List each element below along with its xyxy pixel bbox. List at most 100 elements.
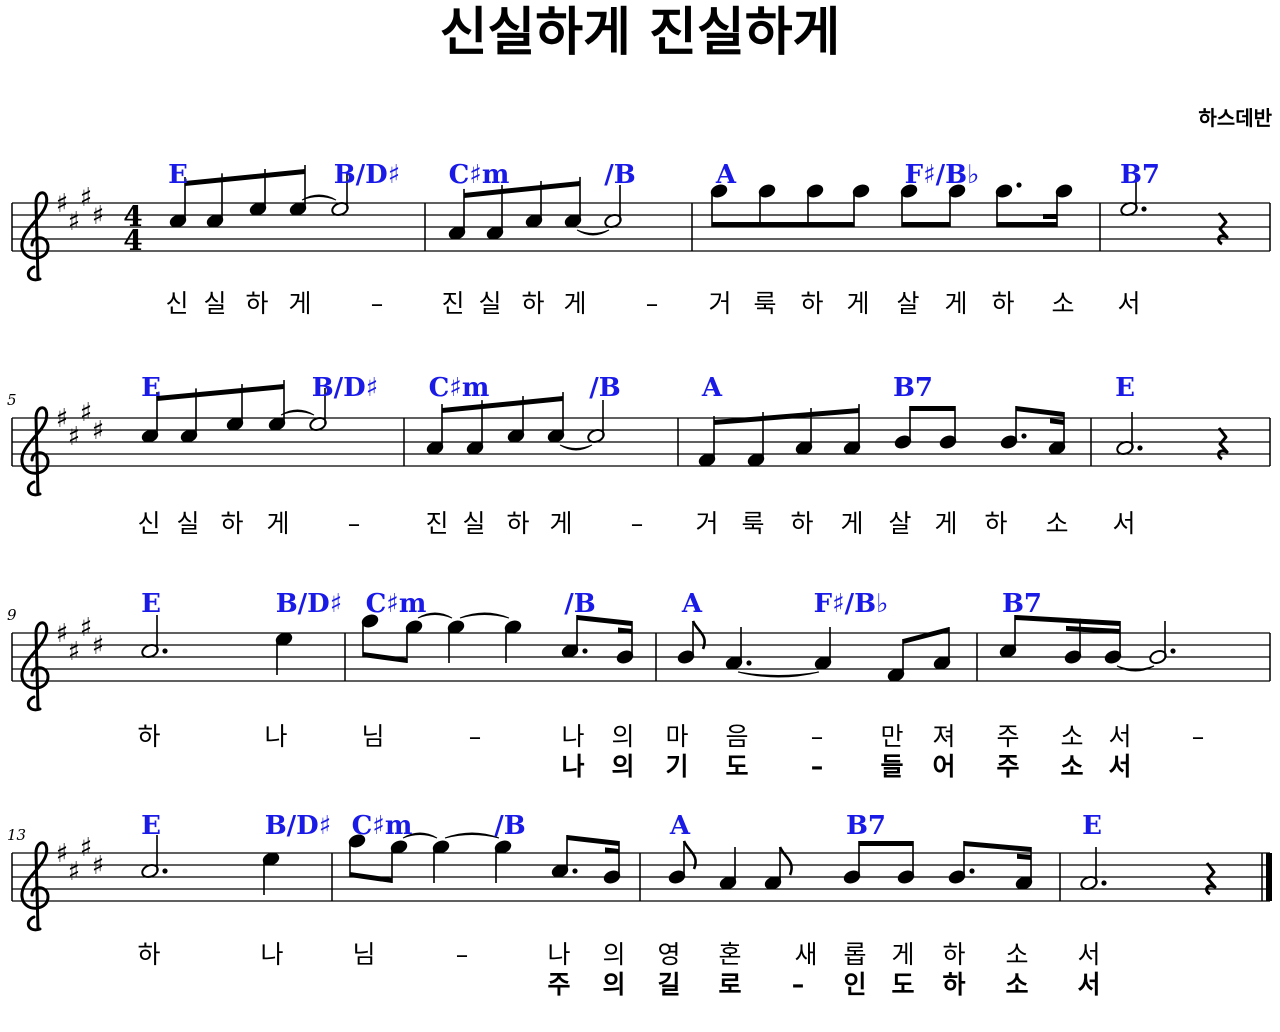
lyric-syllable: 져 [932,722,955,751]
lyric-syllable-verse2: 의 [611,752,634,781]
chord-symbol: C♯m [366,589,427,619]
lyric-syllable: – [469,722,482,751]
treble-clef-icon [20,841,50,932]
note-beam [1015,615,1120,626]
sixteenth-beam [605,847,619,854]
lyric-syllable: 서 [1108,722,1131,751]
lyric-syllable: 소 [1051,289,1074,318]
augmentation-dot [1101,880,1107,886]
chord-symbol: B7 [846,811,886,841]
lyric-syllable: 나 [547,940,570,969]
lyric-syllable: 하 [942,940,965,969]
lyric-syllable-verse2: 의 [602,970,625,999]
measure-number: 13 [7,826,26,844]
note-beam [997,222,1057,227]
measure-number: 5 [7,391,17,409]
sixteenth-beam [1017,853,1031,860]
augmentation-dot [969,868,975,874]
chord-symbol: B7 [893,373,933,403]
lyric-syllable-verse2: 소 [1060,752,1083,781]
note-beam [350,872,392,883]
lyric-syllable: 소 [1060,722,1083,751]
key-signature-sharp: ♯ [56,619,69,649]
lyric-syllable: 님 [361,722,384,751]
lyric-syllable: 게 [549,509,572,538]
chord-symbol: A [669,811,691,841]
lyric-syllable: 게 [934,509,957,538]
time-signature-top: 4 [123,200,142,233]
key-signature-sharp: ♯ [68,857,81,887]
chord-symbol: /B [494,811,525,841]
quarter-rest-icon [1205,862,1217,896]
lyric-syllable-verse2: 서 [1108,752,1131,781]
lyric-syllable: 하 [137,940,160,969]
note-beam [910,406,955,411]
sixteenth-beam [1066,625,1080,632]
chord-symbol: E [141,373,161,403]
chord-symbol: B7 [1002,589,1042,619]
lyric-syllable-verse2: 소 [1005,970,1028,999]
lyric-syllable: 마 [665,722,688,751]
lyric-syllable: – [646,289,659,318]
lyric-syllable-verse2: 인 [843,970,866,999]
lyric-syllable: 살 [888,509,911,538]
chord-symbol: E [168,160,188,190]
lyric-syllable: 주 [996,722,1019,751]
key-signature-sharp: ♯ [80,613,93,643]
chord-symbol: /B [564,589,595,619]
note-beam [464,180,580,198]
chord-symbol: A [715,160,737,190]
chord-symbol: B/D♯ [334,160,401,190]
eighth-flag-icon [691,620,706,650]
lyric-syllable: 실 [203,289,226,318]
chord-symbol: E [1082,811,1102,841]
time-signature-bottom: 4 [123,224,142,257]
chord-symbol: B/D♯ [276,589,343,619]
chord-symbol: E [141,811,161,841]
tie [280,409,315,416]
lyric-syllable-verse2: 길 [657,970,680,999]
song-title: 신실하게 진실하게 [440,3,841,63]
lyric-syllable: 게 [288,289,311,318]
lyric-syllable: 룩 [741,509,764,538]
lyric-syllable: 만 [880,722,903,751]
note-beam [442,396,563,414]
lyric-syllable: 나 [260,940,283,969]
chord-symbol: B7 [1120,160,1160,190]
lyric-syllable: 혼 [718,940,741,969]
music-system: ♯♯♯♯13 E B/D♯ C♯m/B A B7 E하 나 님 – 나 의 영 혼 새 롭 게 하 소 서주 의 길 로 – 인… [7,811,1272,999]
staff [11,417,1270,467]
sixteenth-beam [1080,626,1120,634]
lyric-syllable: 영 [657,940,680,969]
lyric-syllable: 진 [425,509,448,538]
augmentation-dot [572,868,578,874]
lyric-syllable-verse2: – [811,752,824,781]
lyric-syllable: 서 [1077,940,1100,969]
music-system: ♯♯♯♯ 44E B/D♯ C♯m/B A F♯/B♭ B7신 실 하 게 – 진 실 하 게 – 거 룩 하 게 살 게… [11,160,1271,318]
key-signature-sharp: ♯ [80,183,93,213]
tie [444,832,500,839]
augmentation-dot [162,648,168,654]
augmentation-dot [1016,182,1022,188]
lyric-syllable-verse2: 들 [880,752,903,781]
key-signature-sharp: ♯ [80,833,93,863]
lyric-syllable: 하 [137,722,160,751]
lyric-syllable: 하 [506,509,529,538]
lyric-syllable: 새 [794,940,817,969]
final-bar-line [1266,853,1272,901]
lyric-syllable: 하 [245,289,268,318]
lyric-syllable-verse2: 주 [547,970,570,999]
lyric-syllable: 룩 [753,289,776,318]
augmentation-dot [1141,206,1147,212]
augmentation-dot [1170,648,1176,654]
augmentation-dot [1021,433,1027,439]
key-signature-sharp: ♯ [80,398,93,428]
lyric-syllable: 하 [800,289,823,318]
note-beam [714,408,859,426]
note-beam [185,169,305,186]
lyric-syllable: 롭 [843,940,866,969]
lyric-syllable: 의 [611,722,634,751]
note-beam [902,222,950,227]
lyric-syllable: 음 [725,722,748,751]
